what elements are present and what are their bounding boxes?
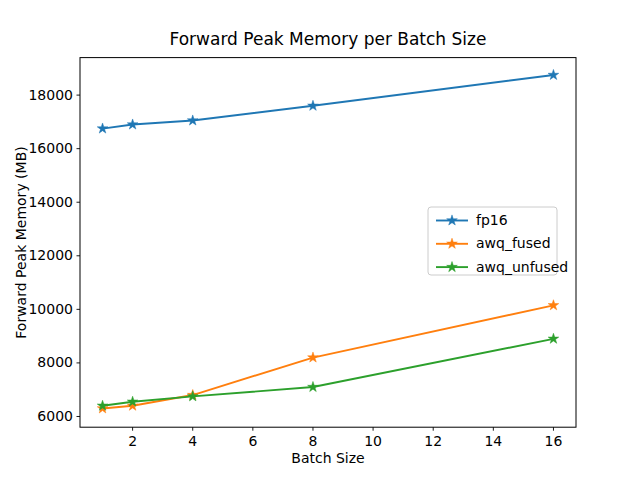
x-tick-label: 16: [545, 433, 563, 449]
chart-title: Forward Peak Memory per Batch Size: [170, 29, 487, 49]
y-tick-label: 16000: [28, 140, 73, 156]
x-tick-label: 12: [424, 433, 442, 449]
x-tick-label: 6: [248, 433, 257, 449]
legend: fp16 awq_fused awq_unfused: [428, 207, 568, 275]
y-tick-label: 12000: [28, 247, 73, 263]
chart-canvas: 2 4 6 8 10 12 14 16 6000 8000 10000 12000 14000 16000…: [0, 0, 640, 480]
legend-label-awq_unfused: awq_unfused: [476, 259, 568, 275]
x-tick-label: 14: [484, 433, 502, 449]
x-tick-label: 4: [188, 433, 197, 449]
x-tick-label: 2: [128, 433, 137, 449]
y-tick-label: 18000: [28, 87, 73, 103]
y-tick-label: 8000: [37, 354, 73, 370]
x-tick-label: 8: [309, 433, 318, 449]
x-tick-label: 10: [364, 433, 382, 449]
chart-figure: 2 4 6 8 10 12 14 16 6000 8000 10000 12000 14000 16000…: [0, 0, 640, 480]
legend-label-fp16: fp16: [476, 212, 508, 228]
y-tick-label: 6000: [37, 408, 73, 424]
legend-label-awq_fused: awq_fused: [476, 235, 551, 251]
y-tick-label: 10000: [28, 301, 73, 317]
y-tick-label: 14000: [28, 194, 73, 210]
x-axis-label: Batch Size: [291, 450, 364, 466]
y-axis-label: Forward Peak Memory (MB): [13, 146, 29, 338]
